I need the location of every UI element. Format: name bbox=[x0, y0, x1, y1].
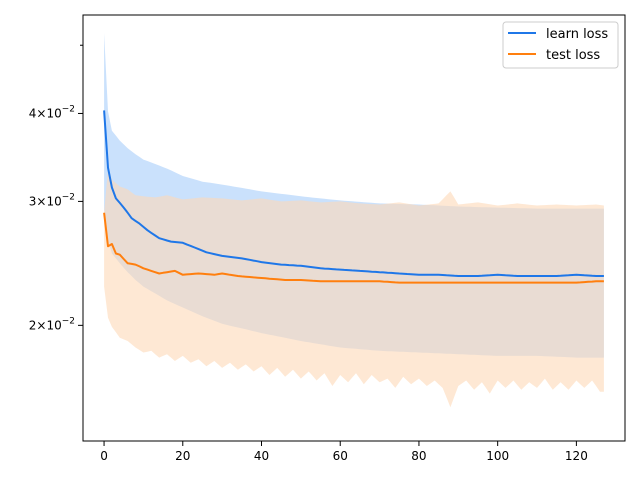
y-tick-label: 4×10−2 bbox=[29, 104, 75, 120]
y-tick-label: 2×10−2 bbox=[29, 316, 75, 332]
legend-learn-loss-label: learn loss bbox=[546, 27, 608, 42]
x-tick-label: 100 bbox=[486, 449, 509, 463]
y-axis: 2×10−2 3×10−2 4×10−2 bbox=[29, 44, 83, 332]
test-loss-band bbox=[104, 169, 604, 408]
x-tick-label: 40 bbox=[254, 449, 269, 463]
legend-test-loss-label: test loss bbox=[546, 48, 600, 63]
x-tick-label: 0 bbox=[100, 449, 108, 463]
y-tick-label: 3×10−2 bbox=[29, 192, 75, 208]
learn-loss-line bbox=[103, 110, 604, 277]
test-loss-line bbox=[103, 212, 604, 284]
x-tick-label: 80 bbox=[411, 449, 426, 463]
series-lines bbox=[103, 110, 604, 284]
legend: learn loss test loss bbox=[502, 21, 619, 69]
x-axis: 0 20 40 60 80 100 120 bbox=[100, 441, 588, 463]
plot-frame bbox=[82, 14, 626, 442]
x-tick-label: 60 bbox=[333, 449, 348, 463]
x-tick-label: 120 bbox=[565, 449, 588, 463]
x-tick-label: 20 bbox=[175, 449, 190, 463]
